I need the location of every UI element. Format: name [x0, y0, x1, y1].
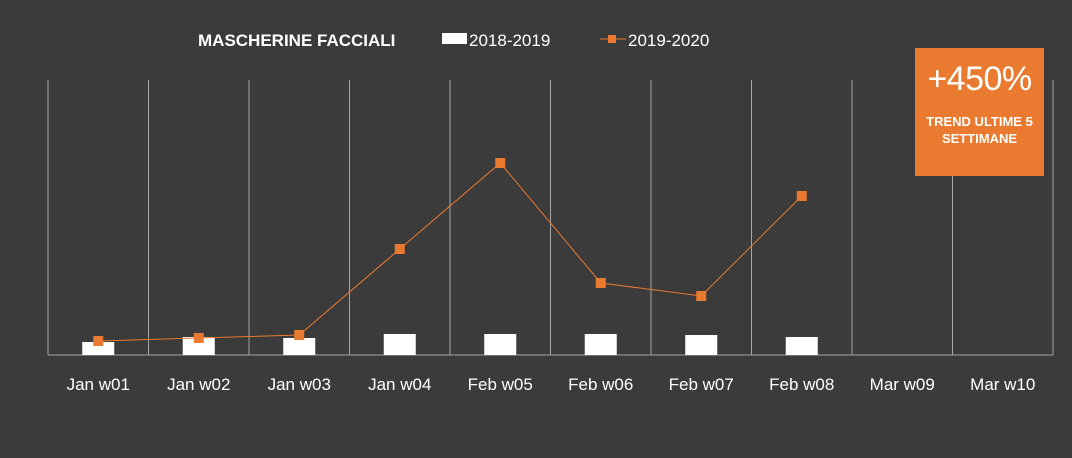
bar	[484, 334, 517, 355]
legend-label: 2018-2019	[469, 31, 550, 50]
line-point	[696, 291, 707, 301]
bar	[182, 337, 215, 355]
line-point	[595, 278, 606, 288]
x-tick-label: Feb w06	[568, 375, 633, 394]
legend-swatch-marker	[608, 35, 616, 43]
trend-badge: +450% TREND ULTIME 5 SETTIMANE	[915, 48, 1044, 176]
gridlines	[47, 80, 1054, 356]
x-tick-label: Feb w07	[669, 375, 734, 394]
bar	[283, 338, 316, 355]
series-line	[98, 162, 803, 342]
chart-title: MASCHERINE FACCIALI	[198, 31, 395, 50]
line-point	[394, 244, 405, 254]
line-point	[193, 333, 204, 343]
x-tick-label: Jan w04	[368, 375, 431, 394]
bars-2018-2019	[82, 334, 818, 355]
x-tick-label: Jan w03	[268, 375, 331, 394]
line-point	[495, 158, 506, 168]
trend-badge-caption: TREND ULTIME 5 SETTIMANE	[926, 114, 1033, 146]
bar	[685, 335, 718, 355]
x-tick-label: Jan w02	[167, 375, 230, 394]
line-point	[93, 336, 104, 346]
x-tick-label: Feb w05	[468, 375, 533, 394]
x-tick-label: Mar w09	[870, 375, 935, 394]
x-tick-label: Feb w08	[769, 375, 834, 394]
bar	[584, 334, 617, 355]
line-2019-2020	[93, 158, 807, 346]
bar	[82, 342, 115, 355]
legend: 2018-2019 2019-2020	[442, 31, 709, 50]
legend-label: 2019-2020	[628, 31, 709, 50]
bar	[785, 337, 818, 355]
trend-badge-value: +450%	[927, 60, 1032, 98]
bar	[383, 334, 416, 355]
x-tick-label: Mar w10	[970, 375, 1035, 394]
legend-swatch-bar	[442, 33, 467, 44]
x-axis-ticks: Jan w01 Jan w02 Jan w03 Jan w04 Feb w05 Feb w…	[67, 375, 1036, 394]
line-point	[294, 330, 305, 340]
line-point	[796, 191, 807, 201]
x-tick-label: Jan w01	[67, 375, 130, 394]
